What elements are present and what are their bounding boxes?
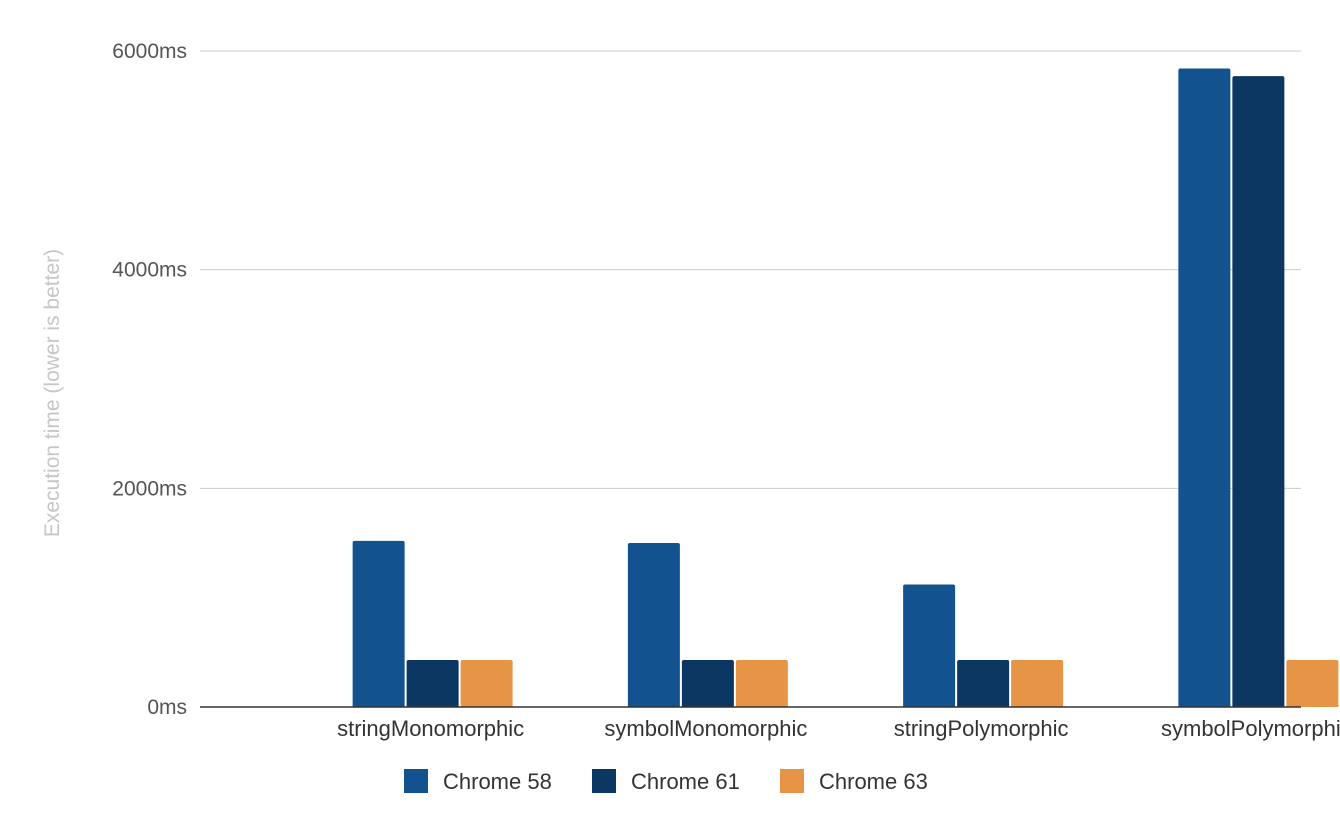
bar-chrome-63-stringPolymorphic [1011,659,1064,707]
x-axis-categories: stringMonomorphic symbolMonomorphic string… [337,716,1340,741]
y-tick-label: 6000ms [112,40,187,63]
y-tick-label: 0ms [147,696,187,719]
bar-chrome-61-stringPolymorphic [957,659,1010,707]
legend-label: Chrome 63 [819,769,928,794]
legend-swatch [780,769,804,793]
legend-label: Chrome 61 [631,769,740,794]
bar-chrome-61-symbolMonomorphic [681,659,734,707]
bar-chrome-63-symbolPolymorphic [1286,659,1339,707]
bar-chrome-58-stringPolymorphic [903,584,956,707]
bar-chrome-58-symbolPolymorphic [1178,68,1231,707]
y-axis-ticks: 0ms 2000ms 4000ms 6000ms [112,40,187,719]
y-tick-label: 4000ms [112,259,187,282]
bar-chrome-58-stringMonomorphic [352,540,405,707]
legend: Chrome 58 Chrome 61 Chrome 63 [404,769,928,794]
bar-chrome-58-symbolMonomorphic [627,543,680,707]
x-tick-label: symbolPolymorphic [1161,716,1340,741]
x-tick-label: stringMonomorphic [337,716,524,741]
x-tick-label: stringPolymorphic [894,716,1069,741]
y-axis-label: Execution time (lower is better) [41,249,64,537]
bar-chrome-63-stringMonomorphic [460,659,513,707]
legend-swatch [592,769,616,793]
bars [352,68,1339,707]
bar-chrome-61-stringMonomorphic [406,659,459,707]
legend-swatch [404,769,428,793]
bar-chrome-61-symbolPolymorphic [1232,76,1285,707]
gridlines [200,50,1301,489]
y-tick-label: 2000ms [112,477,187,500]
bar-chrome-63-symbolMonomorphic [735,659,788,707]
x-tick-label: symbolMonomorphic [604,716,807,741]
legend-label: Chrome 58 [443,769,552,794]
